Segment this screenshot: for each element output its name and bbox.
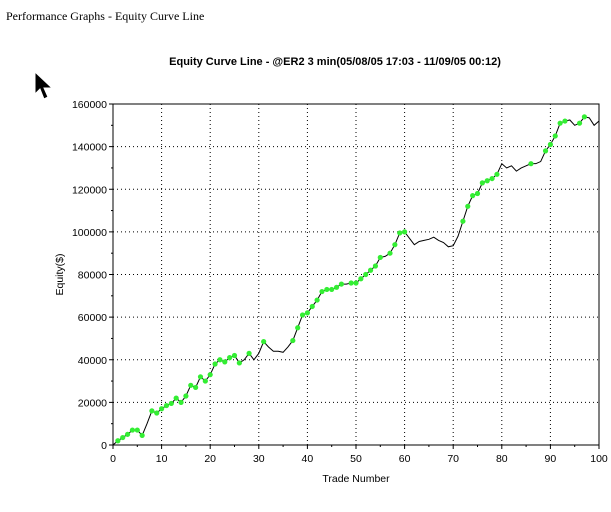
data-point-marker (397, 230, 403, 236)
data-point-marker (309, 303, 315, 310)
data-point-marker (154, 410, 160, 416)
x-tick-label: 100 (590, 453, 608, 465)
x-tick-label: 20 (204, 453, 216, 465)
data-point-marker (329, 286, 335, 293)
x-tick-label: 0 (110, 453, 116, 465)
grid (113, 104, 599, 445)
y-tick-label: 40000 (78, 355, 107, 367)
data-point-marker (129, 427, 136, 433)
data-point-marker (402, 229, 408, 235)
window-title: Performance Graphs - Equity Curve Line (6, 9, 205, 23)
data-point-marker (460, 218, 466, 224)
x-tick-label: 60 (399, 453, 411, 465)
data-point-marker (474, 190, 481, 197)
x-axis-label: Trade Number (322, 473, 390, 485)
data-point-marker (552, 133, 558, 139)
data-point-marker (295, 325, 301, 331)
data-point-marker (363, 271, 369, 278)
x-tick-label: 50 (350, 453, 362, 465)
data-point-marker (557, 120, 563, 126)
data-point-marker (197, 374, 204, 380)
data-point-marker (193, 384, 199, 391)
data-point-marker (348, 280, 354, 286)
data-point-marker (358, 276, 364, 282)
data-point-marker (377, 254, 383, 261)
data-point-marker (333, 284, 340, 290)
data-point-marker (562, 118, 568, 124)
data-point-marker (168, 400, 174, 407)
data-point-marker (494, 171, 500, 177)
data-point-marker (149, 408, 155, 414)
y-tick-label: 20000 (78, 397, 107, 409)
x-tick-label: 70 (447, 453, 459, 465)
data-point-marker (489, 175, 495, 182)
data-point-marker (542, 148, 549, 154)
data-point-marker (324, 286, 330, 293)
data-point-marker (217, 357, 223, 363)
data-point-marker (163, 402, 170, 409)
y-tick-label: 0 (101, 440, 107, 452)
data-point-marker (188, 382, 194, 388)
data-point-marker (576, 120, 583, 126)
tick-labels: 0 10 20 30 40 50 60 70 80 90 100 0 20000 40000 60000 80… (72, 99, 608, 465)
y-tick-label: 80000 (78, 270, 107, 282)
data-point-marker (236, 360, 242, 366)
data-point-marker (159, 406, 165, 412)
data-point-marker (246, 350, 252, 356)
y-tick-label: 60000 (78, 312, 107, 324)
x-tick-label: 10 (156, 453, 168, 465)
data-point-marker (338, 281, 345, 287)
data-point-marker (392, 242, 398, 248)
equity-series-markers (115, 114, 588, 444)
data-point-marker (134, 427, 140, 433)
data-point-marker (528, 161, 534, 167)
data-point-marker (231, 352, 238, 359)
y-tick-label: 100000 (72, 227, 107, 239)
y-tick-label: 120000 (72, 184, 107, 196)
data-point-marker (212, 361, 218, 367)
data-point-marker (124, 431, 131, 437)
data-point-marker (115, 438, 121, 444)
data-point-marker (319, 288, 325, 295)
data-point-marker (222, 359, 228, 365)
data-point-marker (202, 378, 208, 384)
data-point-marker (372, 263, 379, 269)
data-point-marker (173, 395, 179, 401)
data-point-marker (479, 180, 485, 186)
data-point-marker (581, 114, 588, 120)
data-point-marker (387, 250, 393, 256)
data-point-marker (314, 297, 320, 303)
data-point-marker (227, 355, 233, 361)
x-tick-label: 30 (253, 453, 265, 465)
data-point-marker (465, 203, 471, 209)
data-point-marker (120, 434, 126, 441)
axis-ticks (109, 103, 600, 449)
data-point-marker (299, 312, 306, 318)
data-point-marker (353, 280, 359, 286)
x-tick-label: 40 (302, 453, 314, 465)
data-point-marker (484, 178, 490, 184)
data-point-marker (183, 393, 189, 399)
data-point-marker (207, 372, 213, 378)
x-tick-label: 90 (545, 453, 557, 465)
data-point-marker (547, 141, 554, 148)
y-axis-label: Equity($) (54, 253, 66, 295)
data-point-marker (367, 267, 374, 273)
y-tick-label: 160000 (72, 99, 107, 111)
arrow-cursor-icon (34, 70, 54, 100)
chart-title: Equity Curve Line - @ER2 3 min(05/08/05 … (169, 56, 501, 68)
data-point-marker (261, 339, 267, 345)
x-tick-label: 80 (496, 453, 508, 465)
y-tick-label: 140000 (72, 142, 107, 154)
data-point-marker (304, 310, 310, 316)
data-point-marker (139, 432, 145, 439)
data-point-marker (290, 337, 296, 344)
data-point-marker (178, 399, 184, 405)
data-point-marker (470, 193, 476, 199)
